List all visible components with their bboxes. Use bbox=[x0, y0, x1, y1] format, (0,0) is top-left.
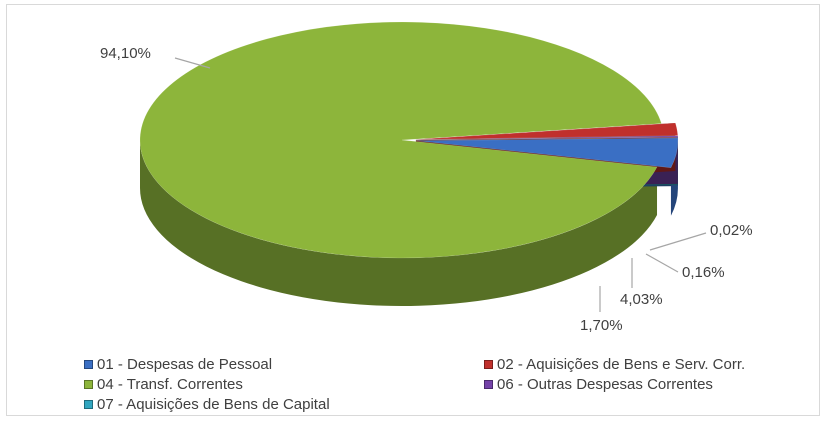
legend-label: 06 - Outras Despesas Correntes bbox=[497, 376, 713, 393]
leader-line-3 bbox=[645, 253, 679, 273]
pie-slice-0 bbox=[139, 21, 662, 259]
legend-item-outras-despesas: 06 - Outras Despesas Correntes bbox=[484, 376, 713, 393]
legend-item-despesas-pessoal: 01 - Despesas de Pessoal bbox=[84, 356, 272, 373]
pie-slice-3 bbox=[415, 135, 679, 141]
legend-item-aquisicoes-bens-serv: 02 - Aquisições de Bens e Serv. Corr. bbox=[484, 356, 745, 373]
data-label-3: 0,16% bbox=[682, 264, 725, 281]
legend-swatch bbox=[484, 360, 493, 369]
legend-label: 07 - Aquisições de Bens de Capital bbox=[97, 396, 330, 413]
legend-label: 04 - Transf. Correntes bbox=[97, 376, 243, 393]
data-label-0: 94,10% bbox=[100, 45, 151, 62]
legend-swatch bbox=[84, 380, 93, 389]
legend-item-aquisicoes-capital: 07 - Aquisições de Bens de Capital bbox=[84, 396, 330, 413]
pie-slice-4 bbox=[415, 122, 679, 140]
legend-swatch bbox=[484, 380, 493, 389]
legend-item-transf-correntes: 04 - Transf. Correntes bbox=[84, 376, 243, 393]
legend-swatch bbox=[84, 360, 93, 369]
pie-slice-2 bbox=[415, 136, 679, 141]
data-label-4: 1,70% bbox=[580, 317, 623, 334]
leader-line-2 bbox=[649, 232, 707, 251]
legend-swatch bbox=[84, 400, 93, 409]
pie-slice-1 bbox=[415, 137, 679, 168]
legend-label: 02 - Aquisições de Bens e Serv. Corr. bbox=[497, 356, 746, 373]
legend-label: 01 - Despesas de Pessoal bbox=[97, 356, 273, 373]
data-label-1: 4,03% bbox=[620, 291, 663, 308]
pie-side-0 bbox=[140, 140, 658, 306]
leader-line-0 bbox=[174, 57, 211, 69]
data-label-2: 0,02% bbox=[710, 222, 753, 239]
